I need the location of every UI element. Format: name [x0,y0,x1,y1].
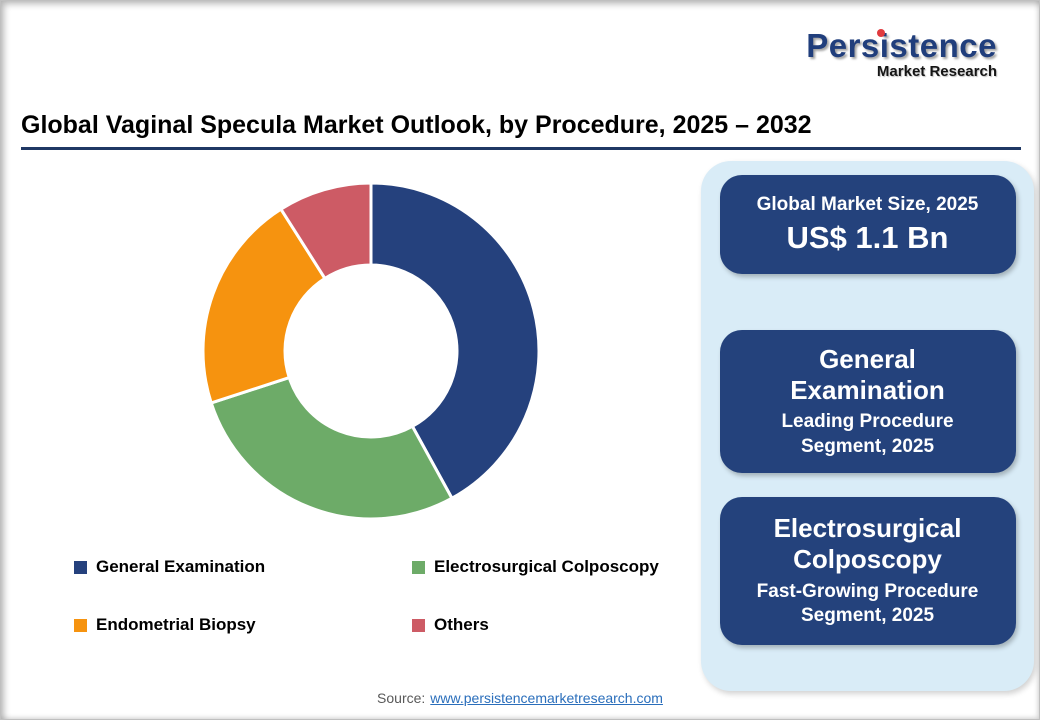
market-size-value: US$ 1.1 Bn [786,219,949,255]
legend-item-general-examination: General Examination [74,557,412,577]
logo-subtitle: Market Research [876,63,997,80]
title-underline [21,147,1021,150]
leading-segment-subtitle: Leading Procedure Segment, 2025 [781,410,954,457]
donut-chart-svg [201,181,541,521]
fast-growing-segment-title: Electrosurgical Colposcopy [773,513,962,575]
market-size-card-title: Global Market Size, 2025 [756,194,979,215]
highlights-panel: Global Market Size, 2025 US$ 1.1 Bn Gene… [701,161,1034,691]
fast-growing-segment-card: Electrosurgical Colposcopy Fast-Growing … [719,497,1016,645]
leading-segment-card: General Examination Leading Procedure Se… [719,329,1016,474]
legend-label: Electrosurgical Colposcopy [434,557,659,576]
legend-swatch-icon [74,618,87,632]
source-link[interactable]: www.persistencemarketresearch.com [430,690,663,706]
source-label: Source: [377,690,426,706]
legend-swatch-icon [412,560,425,574]
logo-i-dot-icon [877,29,886,37]
legend-item-others: Others [412,615,659,635]
logo-title-wrap: Persistence [806,27,997,65]
chart-legend: General Examination Electrosurgical Colp… [74,557,659,635]
legend-swatch-icon [74,560,87,574]
page-title: Global Vaginal Specula Market Outlook, b… [21,111,812,139]
source-line: Source: www.persistencemarketresearch.com [1,690,1039,706]
market-size-card: Global Market Size, 2025 US$ 1.1 Bn [719,175,1016,274]
donut-slice-0 [369,181,541,500]
donut-slice-2 [201,207,327,405]
logo-title: Persistence [806,27,997,64]
legend-swatch-icon [412,618,425,632]
donut-slice-1 [209,376,454,521]
pmr-logo: Persistence Market Research [806,27,997,80]
leading-segment-title: General Examination [790,343,945,405]
legend-item-electrosurgical-colposcopy: Electrosurgical Colposcopy [412,557,659,577]
fast-growing-segment-subtitle: Fast-Growing Procedure Segment, 2025 [756,580,979,627]
legend-item-endometrial-biopsy: Endometrial Biopsy [74,615,412,635]
legend-label: General Examination [96,557,266,576]
legend-label: Others [434,615,489,634]
legend-label: Endometrial Biopsy [96,615,256,634]
donut-slice-3 [279,181,373,280]
